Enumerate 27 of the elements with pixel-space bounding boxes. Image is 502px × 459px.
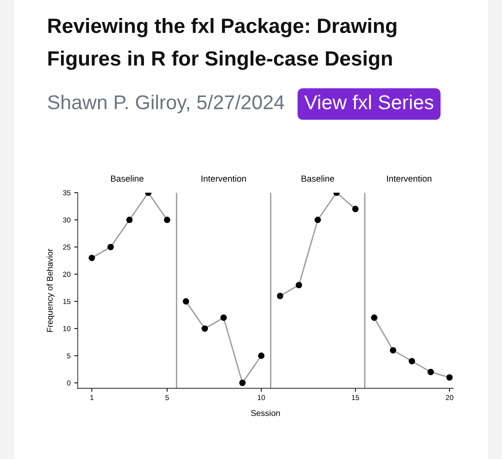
point — [390, 347, 396, 354]
point — [276, 292, 284, 300]
point — [202, 325, 208, 332]
point — [296, 282, 302, 288]
point — [314, 216, 321, 224]
text: View fxl Series — [304, 94, 434, 110]
point — [352, 206, 359, 212]
point — [182, 298, 190, 305]
text: Intervention — [387, 175, 432, 182]
point — [126, 216, 133, 224]
point — [107, 244, 114, 250]
point — [371, 314, 378, 321]
point — [220, 314, 227, 321]
text: Baseline — [302, 175, 334, 182]
point — [239, 380, 246, 386]
chart-title: Reviewing the fxl Package: Drawing Figures in R for Single-case Design — [48, 18, 396, 70]
point — [446, 374, 453, 381]
y-axis-title: Frequency of Behavior — [46, 248, 54, 332]
point — [258, 352, 264, 359]
point — [408, 358, 416, 364]
point — [164, 216, 170, 224]
text: Baseline — [111, 175, 144, 182]
point — [88, 254, 96, 262]
point — [428, 368, 434, 376]
x-axis-title: Session — [251, 410, 280, 416]
text: Intervention — [202, 175, 246, 182]
chart-subtitle: Shawn P. Gilroy, 5/27/2024 — [48, 94, 284, 114]
